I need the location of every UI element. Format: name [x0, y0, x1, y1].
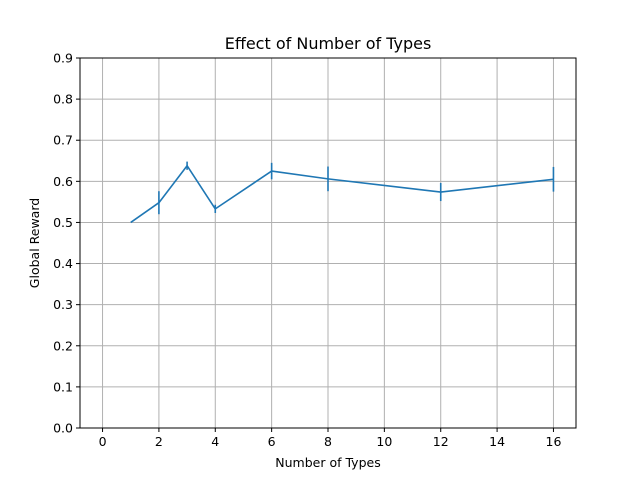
- series-layer: [130, 161, 555, 224]
- x-tick-label: 4: [211, 434, 219, 449]
- x-tick-label: 2: [155, 434, 163, 449]
- chart-title: Effect of Number of Types: [225, 34, 432, 53]
- y-tick-label: 0.9: [53, 51, 73, 66]
- y-tick-label: 0.2: [53, 338, 73, 353]
- x-tick-label: 14: [489, 434, 505, 449]
- y-tick-label: 0.8: [53, 92, 73, 107]
- x-tick-label: 8: [324, 434, 332, 449]
- series-line: [130, 164, 554, 224]
- x-axis-label: Number of Types: [275, 455, 380, 470]
- y-tick-label: 0.5: [53, 215, 73, 230]
- x-tick-label: 10: [376, 434, 392, 449]
- y-tick-label: 0.1: [53, 379, 73, 394]
- grid-layer: [80, 57, 576, 429]
- y-tick-label: 0.6: [53, 174, 73, 189]
- x-tick-label: 16: [546, 434, 562, 449]
- x-tick-label: 0: [99, 434, 107, 449]
- tick-layer: 0 2 4 6 8 10 12 14 16 0.0 0.1 0.2 0.3 0.4 0.5 0.6 0.7 0.8…: [53, 51, 561, 450]
- y-tick-label: 0.7: [53, 133, 73, 148]
- y-tick-label: 0.0: [53, 421, 73, 436]
- y-tick-label: 0.3: [53, 297, 73, 312]
- x-tick-label: 6: [268, 434, 276, 449]
- y-tick-label: 0.4: [53, 256, 73, 271]
- y-axis-label: Global Reward: [27, 198, 42, 288]
- x-tick-label: 12: [433, 434, 449, 449]
